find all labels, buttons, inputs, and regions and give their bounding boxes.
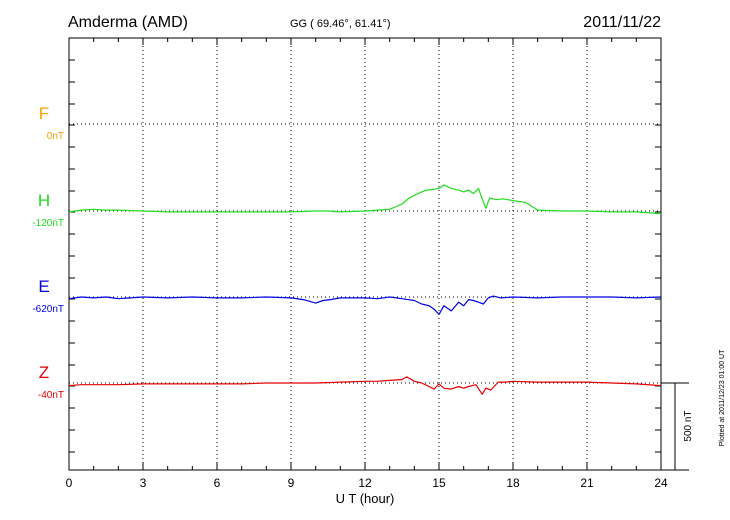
series-line-z [68, 376, 662, 395]
component-label-h: H [38, 191, 50, 210]
component-label-f: F [39, 104, 49, 123]
scale-bar-label: 500 nT [683, 410, 694, 441]
x-tick-label: 21 [580, 476, 594, 490]
x-tick-label: 12 [358, 476, 372, 490]
grid [69, 38, 661, 470]
axis-ticks: 0 3 6 9 12 15 18 21 24 [66, 38, 668, 490]
series-lines [68, 184, 662, 395]
x-tick-label: 3 [140, 476, 147, 490]
series-line-e [68, 295, 662, 315]
component-label-z: Z [39, 363, 49, 382]
x-tick-label: 15 [432, 476, 446, 490]
component-baseline-h: -120nT [32, 218, 64, 229]
x-tick-label: 0 [66, 476, 73, 490]
x-tick-label: 18 [506, 476, 520, 490]
x-tick-label: 24 [654, 476, 668, 490]
date-label: 2011/11/22 [583, 14, 661, 31]
component-labels: F 0nT H -120nT E -620nT Z -40nT [32, 104, 64, 401]
series-line-h [68, 184, 662, 215]
component-baseline-f: 0nT [47, 131, 64, 142]
geographic-coords: GG ( 69.46°, 61.41°) [290, 18, 391, 30]
component-label-e: E [38, 277, 49, 296]
x-axis-label: U T (hour) [336, 491, 395, 506]
x-tick-label: 6 [214, 476, 221, 490]
scale-bar: 500 nT [661, 382, 694, 471]
x-tick-label: 9 [288, 476, 295, 490]
station-title: Amderma (AMD) [68, 14, 188, 31]
component-baseline-z: -40nT [38, 390, 64, 401]
component-baseline-e: -620nT [32, 304, 64, 315]
plotted-note: Plotted at 2011/12/23 01:00 UT [719, 349, 726, 446]
